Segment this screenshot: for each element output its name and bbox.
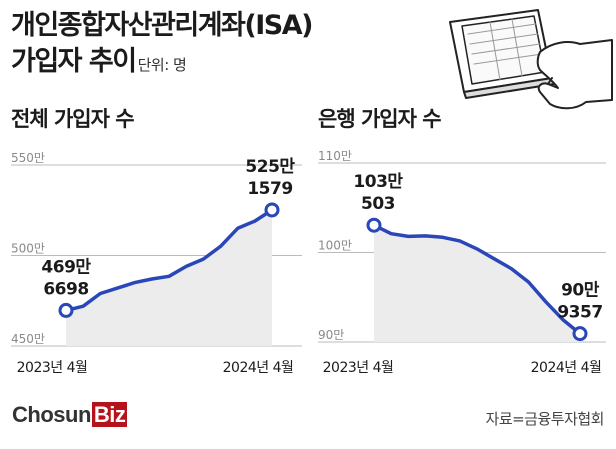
start-value-label: 6698: [43, 279, 88, 299]
data-point: [407, 235, 410, 238]
tablet-hand-icon: [449, 9, 613, 110]
data-point: [133, 281, 136, 284]
start-point-marker: [366, 217, 382, 233]
x-tick-label: 2024년 4월: [223, 360, 294, 376]
source-note: 자료=금융투자협회: [485, 410, 605, 428]
logo-biz: Biz: [91, 402, 128, 427]
logo-chosun: Chosun: [12, 402, 91, 427]
data-point: [167, 275, 171, 278]
x-tick-label: 2023년 4월: [323, 360, 394, 376]
data-point: [185, 265, 188, 268]
data-point: [424, 234, 427, 238]
y-tick-label: 100만: [318, 239, 352, 253]
start-value-label: 503: [361, 194, 395, 214]
data-point: [390, 232, 393, 235]
chart-title-total: 전체 가입자 수: [11, 107, 135, 131]
start-value-label: 469만: [41, 257, 91, 277]
end-value-label: 525만: [245, 157, 295, 177]
data-point: [116, 286, 119, 290]
y-tick-label: 450만: [11, 332, 45, 346]
y-tick-label: 550만: [11, 151, 45, 165]
data-point: [510, 267, 513, 270]
data-point: [99, 292, 102, 295]
data-point: [202, 257, 205, 261]
data-point: [475, 247, 479, 251]
x-tick-label: 2023년 4월: [17, 360, 88, 376]
chart-title-bank: 은행 가입자 수: [318, 107, 442, 131]
data-point: [219, 245, 222, 248]
data-point: [527, 280, 530, 284]
y-tick-label: 110만: [318, 149, 352, 163]
data-point: [544, 300, 547, 303]
data-point: [561, 318, 564, 321]
start-point-marker: [58, 302, 74, 318]
unit-label: 단위: 명: [137, 56, 187, 74]
data-point: [82, 305, 85, 308]
data-point: [253, 219, 256, 223]
title-line1: 개인종합자산관리계좌(ISA): [11, 10, 313, 41]
title-line2: 가입자 추이 단위: 명: [11, 44, 312, 83]
y-tick-label: 90만: [318, 328, 344, 342]
data-point: [150, 277, 153, 281]
x-tick-label: 2024년 4월: [531, 360, 602, 376]
data-point: [236, 227, 239, 230]
series-area: [374, 225, 580, 342]
end-value-label: 9357: [557, 303, 602, 323]
end-point-marker: [264, 202, 280, 218]
y-tick-label: 500만: [11, 242, 45, 256]
data-point: [441, 236, 444, 239]
title-line2-text: 가입자 추이: [11, 46, 137, 77]
end-value-label: 90만: [561, 281, 600, 301]
start-value-label: 103만: [353, 172, 403, 192]
data-point: [493, 257, 496, 260]
chosunbiz-logo: Chosun Biz: [12, 402, 128, 428]
data-point: [458, 239, 461, 243]
end-point-marker: [572, 326, 588, 342]
end-value-label: 1579: [247, 179, 292, 199]
page-title: 개인종합자산관리계좌(ISA) 가입자 추이 단위: 명: [11, 8, 313, 83]
